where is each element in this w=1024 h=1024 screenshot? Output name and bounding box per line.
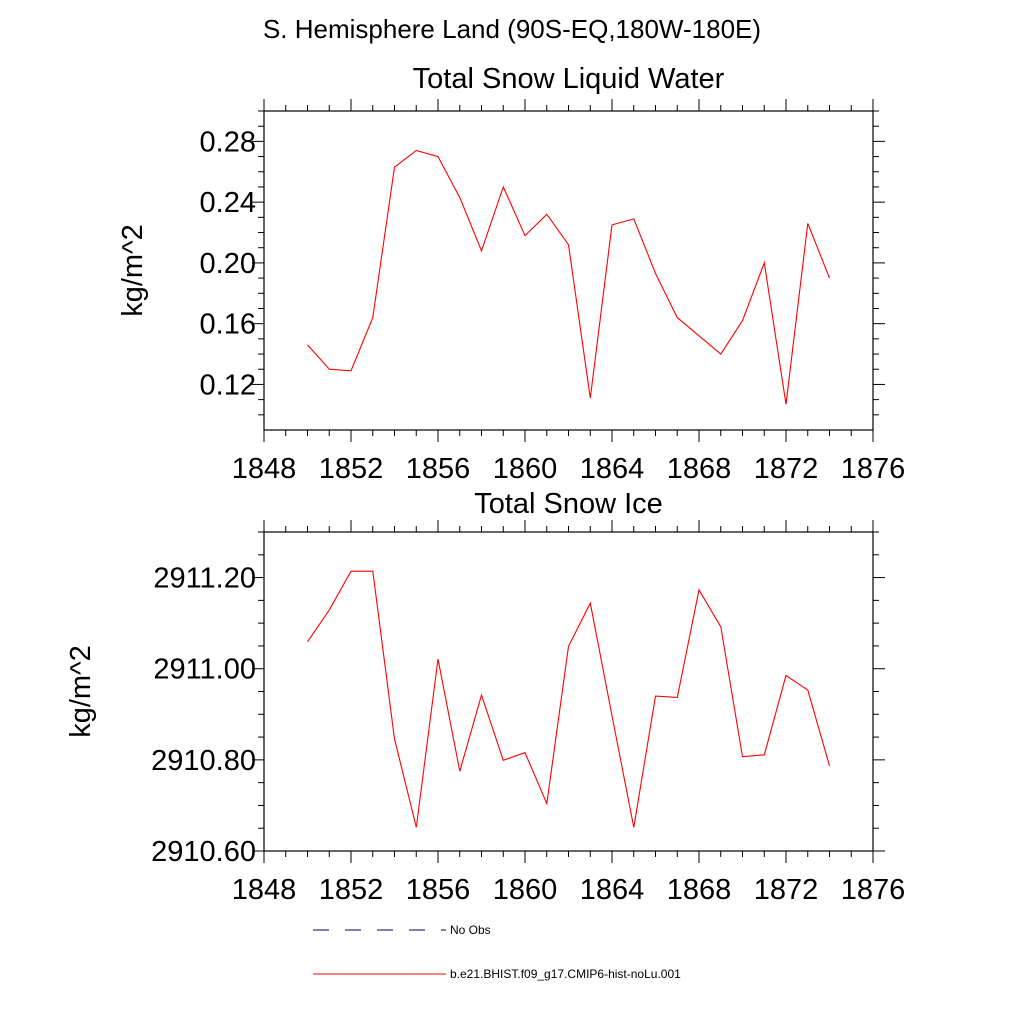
si-panel-title: Total Snow Ice xyxy=(474,488,663,520)
legend: No Obs b.e21.BHIST.f09_g17.CMIP6-hist-noL… xyxy=(313,923,681,981)
si-x-tick-label: 1860 xyxy=(493,874,558,906)
page-title: S. Hemisphere Land (90S-EQ,180W-180E) xyxy=(262,14,762,44)
si-series-line xyxy=(307,570,831,828)
si-x-tick-label: 1856 xyxy=(406,874,471,906)
lw-x-tick-label: 1856 xyxy=(406,453,471,485)
lw-y-axis-label: kg/m^2 xyxy=(117,224,149,317)
lw-y-tick-label: 0.28 xyxy=(200,126,256,158)
lw-y-tick-label: 0.16 xyxy=(200,309,256,341)
lw-y-tick-label: 0.12 xyxy=(200,369,256,401)
snow-ice-panel: Total Snow Ice kg/m^2 1848 1852 1856 1860 1864… xyxy=(65,488,905,906)
lw-x-tick-label: 1848 xyxy=(232,453,297,485)
si-y-axis-label: kg/m^2 xyxy=(65,645,97,738)
lw-x-tick-label: 1872 xyxy=(754,453,819,485)
lw-series-line xyxy=(307,149,831,405)
lw-y-tick-label: 0.24 xyxy=(200,187,256,219)
si-y-tick-label: 2911.00 xyxy=(153,654,256,686)
lw-y-tick-label: 0.20 xyxy=(200,248,256,280)
si-x-tick-label: 1852 xyxy=(319,874,384,906)
si-y-tick-label: 2910.60 xyxy=(151,836,256,868)
lw-x-tick-label: 1876 xyxy=(841,453,906,485)
lw-x-tick-label: 1868 xyxy=(667,453,732,485)
lw-x-tick-label: 1860 xyxy=(493,453,558,485)
legend-label-2: b.e21.BHIST.f09_g17.CMIP6-hist-noLu.001 xyxy=(450,967,681,981)
si-x-tick-label: 1872 xyxy=(754,874,819,906)
si-x-tick-label: 1876 xyxy=(841,874,906,906)
si-x-tick-label: 1868 xyxy=(667,874,732,906)
lw-panel-title: Total Snow Liquid Water xyxy=(413,63,725,95)
lw-x-tick-label: 1864 xyxy=(580,453,645,485)
si-x-tick-label: 1864 xyxy=(580,874,645,906)
si-x-tick-label: 1848 xyxy=(232,874,297,906)
legend-label-1: No Obs xyxy=(450,923,491,937)
lw-x-tick-label: 1852 xyxy=(319,453,384,485)
si-y-tick-label: 2910.80 xyxy=(151,745,256,777)
si-y-tick-label: 2911.20 xyxy=(153,563,256,595)
lw-plot-frame xyxy=(263,110,874,431)
liquid-water-panel: Total Snow Liquid Water kg/m^2 1848 1852 185… xyxy=(117,63,905,485)
